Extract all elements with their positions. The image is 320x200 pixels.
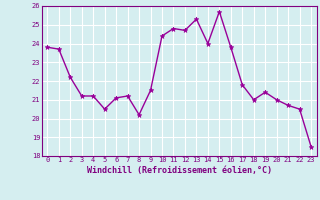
X-axis label: Windchill (Refroidissement éolien,°C): Windchill (Refroidissement éolien,°C) — [87, 166, 272, 175]
